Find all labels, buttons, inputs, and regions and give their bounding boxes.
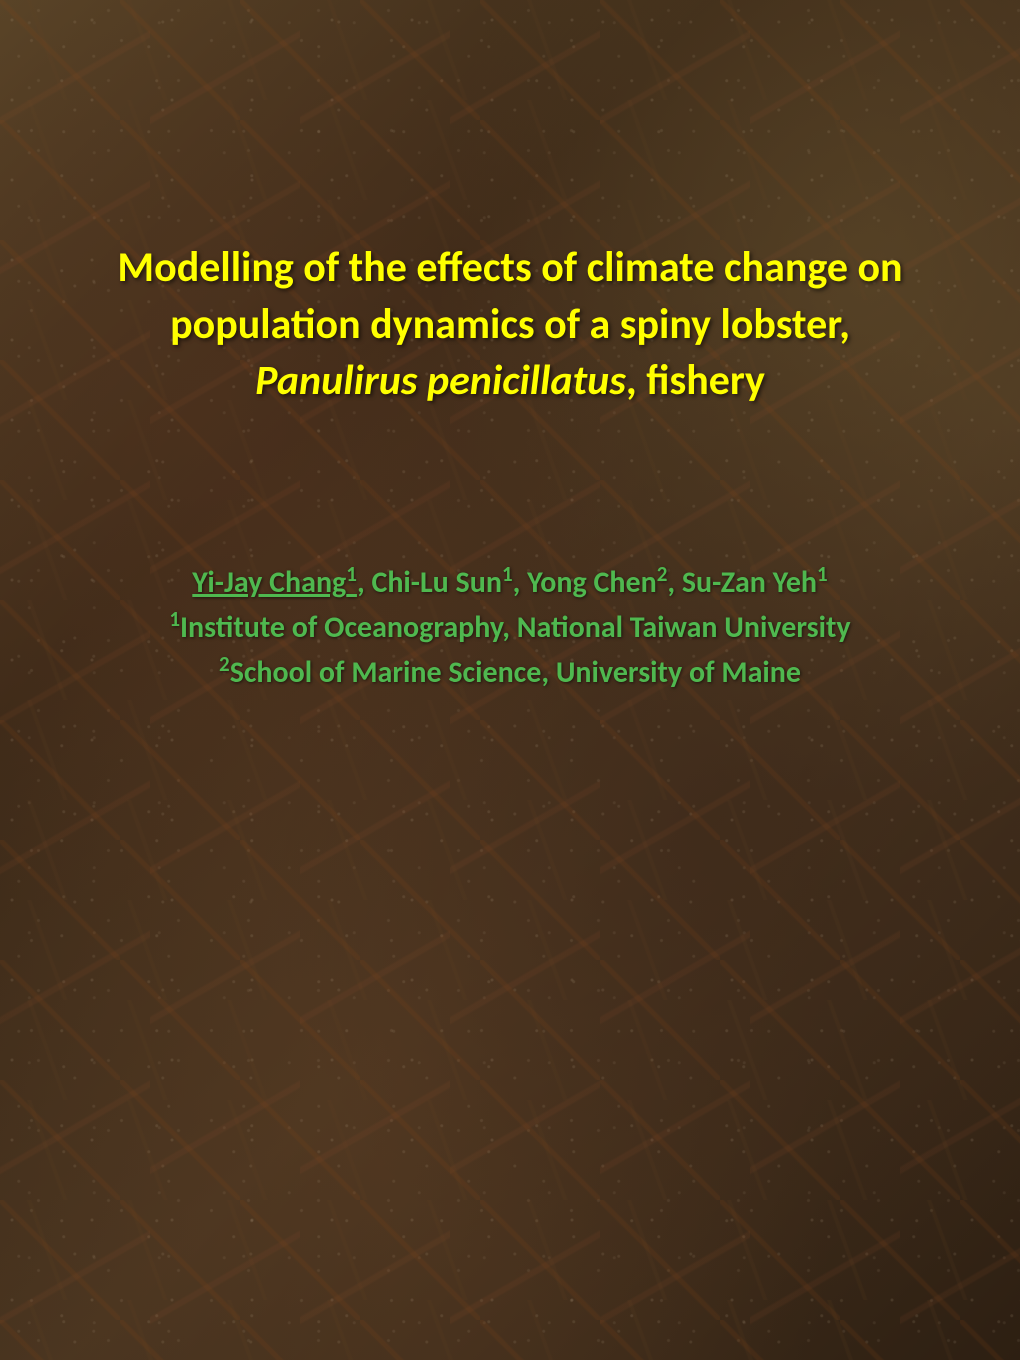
authors-block: Yi-Jay Chang1, Chi-Lu Sun1, Yong Chen2, …	[169, 560, 850, 695]
slide-content: Modelling of the effects of climate chan…	[0, 0, 1020, 1360]
author-3: , Yong Chen2	[513, 564, 668, 601]
title-line-2: population dynamics of a spiny lobster,	[117, 297, 902, 354]
affiliation-1: 1Institute of Oceanography, National Tai…	[169, 605, 850, 650]
slide-title: Modelling of the effects of climate chan…	[117, 240, 902, 410]
title-line-1: Modelling of the effects of climate chan…	[117, 240, 902, 297]
affiliation-2: 2School of Marine Science, University of…	[169, 650, 850, 695]
title-line-3-rest: , fishery	[626, 355, 765, 406]
author-4: , Su-Zan Yeh1	[667, 564, 827, 601]
authors-names: Yi-Jay Chang1, Chi-Lu Sun1, Yong Chen2, …	[169, 560, 850, 605]
title-species-name: Panulirus penicillatus	[255, 355, 626, 406]
author-2: , Chi-Lu Sun1	[357, 564, 513, 601]
title-line-3: Panulirus penicillatus, fishery	[117, 353, 902, 410]
presenter-name: Yi-Jay Chang1	[192, 564, 357, 601]
